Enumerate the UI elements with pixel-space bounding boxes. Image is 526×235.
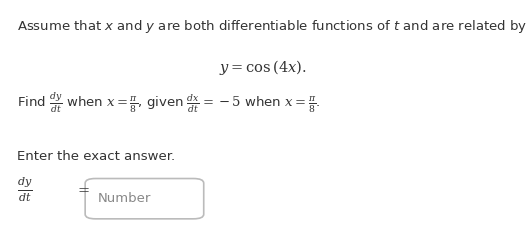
- Text: $\frac{dy}{dt}$: $\frac{dy}{dt}$: [17, 174, 32, 204]
- Text: $y = \cos{(4x)}.$: $y = \cos{(4x)}.$: [219, 58, 307, 77]
- Text: Assume that $x$ and $y$ are both differentiable functions of $t$ and are related: Assume that $x$ and $y$ are both differe…: [17, 19, 526, 35]
- Text: Number: Number: [98, 192, 151, 205]
- Text: $=$: $=$: [75, 181, 90, 196]
- FancyBboxPatch shape: [85, 179, 204, 219]
- Text: Enter the exact answer.: Enter the exact answer.: [17, 150, 175, 163]
- Text: Find $\frac{dy}{dt}$ when $x = \frac{\pi}{8}$, given $\frac{dx}{dt} = -5$ when $: Find $\frac{dy}{dt}$ when $x = \frac{\pi…: [17, 90, 320, 115]
